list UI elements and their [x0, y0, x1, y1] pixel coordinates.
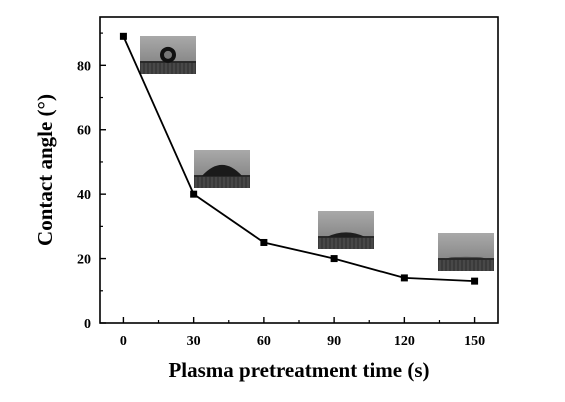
x-tick-label-0: 0 [120, 334, 127, 349]
data-point-0 [119, 32, 127, 40]
series-line-0 [122, 35, 475, 283]
droplet-photo-2 [318, 211, 374, 249]
droplet-photo-0 [140, 36, 196, 74]
data-point-90 [330, 255, 338, 263]
x-tick-label-30: 30 [187, 334, 201, 349]
droplet-photo-3 [438, 233, 494, 271]
x-axis-ticks: 0 30 60 90 120 150 [120, 317, 485, 349]
x-tick-label-60: 60 [257, 334, 271, 349]
y-axis-title: Contact angle (°) [33, 94, 57, 246]
data-point-150 [471, 277, 479, 285]
y-tick-label-60: 60 [77, 124, 91, 139]
x-axis-title: Plasma pretreatment time (s) [168, 358, 429, 382]
y-tick-label-20: 20 [77, 253, 91, 268]
data-point-30 [190, 190, 198, 198]
y-axis-ticks: 0 20 40 60 80 [77, 32, 106, 332]
droplet-photos [140, 36, 494, 271]
x-tick-label-120: 120 [394, 334, 415, 349]
data-series [119, 32, 479, 285]
y-tick-label-0: 0 [84, 317, 91, 332]
x-tick-label-90: 90 [327, 334, 341, 349]
droplet-photo-1 [194, 150, 250, 188]
data-point-120 [400, 274, 408, 282]
x-tick-label-150: 150 [464, 334, 485, 349]
y-tick-label-40: 40 [77, 188, 91, 203]
data-point-60 [260, 238, 268, 246]
y-tick-label-80: 80 [77, 59, 91, 74]
